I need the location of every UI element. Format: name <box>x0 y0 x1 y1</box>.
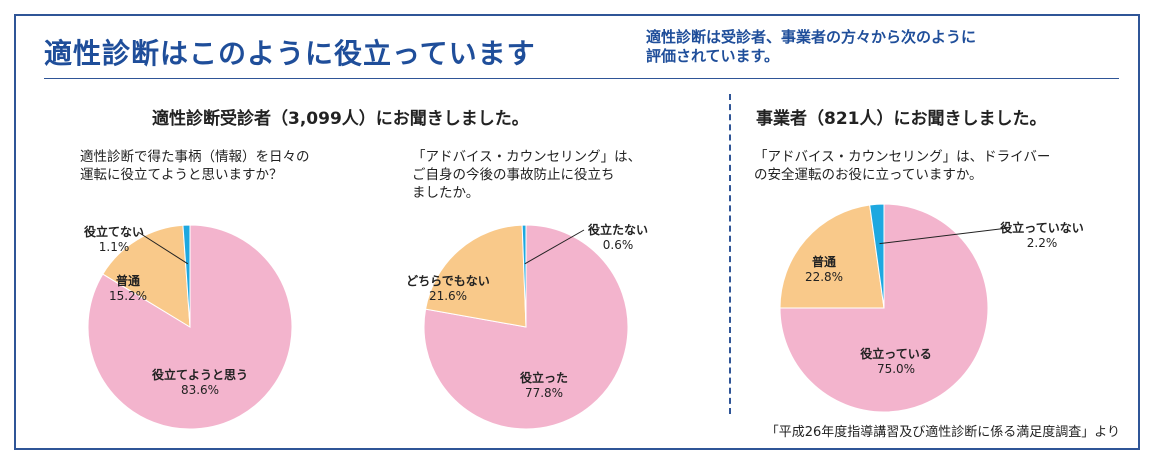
pie-slice-1-3 <box>182 224 191 328</box>
pie-slice-3-1 <box>779 203 989 413</box>
pie-slice-2-3 <box>521 224 527 328</box>
section-divider <box>729 94 731 414</box>
source-note: 「平成26年度指導講習及び適性診断に係る満足度調査」より <box>765 425 1120 440</box>
pie-slice-3-3 <box>869 203 885 309</box>
question-2: 「アドバイス・カウンセリング」は、 ご自身の今後の事故防止に役立ち ましたか。 <box>412 149 642 201</box>
slice-label-3-1: 役立っている <box>860 346 931 361</box>
section-title-examinees: 適性診断受診者（3,099人）にお聞きしました。 <box>152 109 529 129</box>
leader-line-2 <box>524 229 585 265</box>
slice-label-2-3: 役立たない <box>588 222 648 237</box>
slice-value-2-1: 77.8% <box>525 386 563 400</box>
slice-value-2-2: 21.6% <box>429 289 467 303</box>
slice-value-2-3: 0.6% <box>603 238 634 252</box>
section-title-employers: 事業者（821人）にお聞きしました。 <box>756 109 1047 129</box>
pie-slice-2-2 <box>424 224 527 328</box>
leader-line-1 <box>137 231 189 265</box>
slice-label-2-1: 役立った <box>520 370 568 385</box>
pie-slice-3-2 <box>779 204 885 309</box>
question-3: 「アドバイス・カウンセリング」は、ドライバー の安全運転のお役に立っていますか。 <box>754 149 1051 183</box>
question-1: 適性診断で得た事柄（情報）を日々の 運転に役立てようと思いますか？ <box>80 149 310 183</box>
infographic-frame: 適性診断はこのように役立っています 適性診断は受診者、事業者の方々から次のように… <box>14 14 1140 450</box>
page-subtitle: 適性診断は受診者、事業者の方々から次のように 評価されています。 <box>646 28 977 65</box>
slice-label-1-1: 役立てようと思う <box>152 367 248 382</box>
slice-value-1-3: 1.1% <box>99 240 130 254</box>
leader-line-3 <box>879 227 1009 245</box>
slice-label-3-2: 普通 <box>812 254 836 269</box>
slice-value-1-1: 83.6% <box>181 383 219 397</box>
slice-label-2-2: どちらでもない <box>406 274 490 288</box>
slice-value-3-1: 75.0% <box>877 362 915 376</box>
page-title: 適性診断はこのように役立っています <box>44 37 536 70</box>
slice-label-1-3: 役立てない <box>84 224 144 239</box>
slice-label-1-2: 普通 <box>116 273 140 288</box>
slice-label-3-3: 役立っていない <box>1000 220 1083 235</box>
pie-slice-1-2 <box>102 224 191 328</box>
slice-value-3-3: 2.2% <box>1027 236 1058 250</box>
pie-slice-2-1 <box>423 224 629 430</box>
slice-value-3-2: 22.8% <box>805 270 843 284</box>
slice-value-1-2: 15.2% <box>109 289 147 303</box>
title-divider <box>44 78 1119 79</box>
